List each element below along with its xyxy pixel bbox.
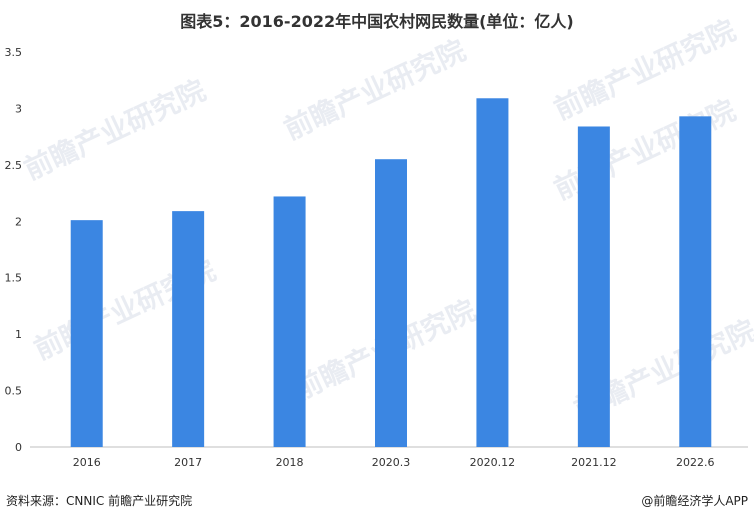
source-note: 资料来源：CNNIC 前瞻产业研究院 <box>6 494 193 508</box>
y-tick-label: 0 <box>15 441 22 454</box>
bars <box>70 98 712 448</box>
y-tick-label: 3 <box>15 102 22 115</box>
y-tick-label: 0.5 <box>5 385 23 398</box>
y-tick-label: 2.5 <box>5 159 23 172</box>
y-axis-ticks: 0 0.5 1 1.5 2 2.5 3 3.5 <box>5 46 23 454</box>
y-tick-label: 1.5 <box>5 272 23 285</box>
chart-title: 图表5：2016-2022年中国农村网民数量(单位：亿人) <box>180 12 574 31</box>
watermark-text: 前瞻产业研究院 <box>279 34 471 147</box>
bar-2022.6 <box>679 116 712 447</box>
x-tick-label: 2020.12 <box>470 456 516 469</box>
bar-2020.3 <box>375 159 407 447</box>
bar-2018 <box>273 196 306 447</box>
bar-2021.12 <box>577 126 610 447</box>
watermark-text: 前瞻产业研究院 <box>19 74 211 187</box>
x-tick-label: 2016 <box>73 456 101 469</box>
x-tick-label: 2018 <box>276 456 304 469</box>
credit-note: @前瞻经济学人APP <box>641 494 748 508</box>
x-tick-label: 2017 <box>174 456 202 469</box>
x-axis-ticks: 2016 2017 2018 2020.3 2020.12 2021.12 2022.6 <box>73 456 715 469</box>
y-tick-label: 2 <box>15 215 22 228</box>
bar-2016 <box>70 220 103 447</box>
bar-2017 <box>172 211 205 447</box>
bar-2020.12 <box>476 98 509 448</box>
x-tick-label: 2022.6 <box>676 456 715 469</box>
y-tick-label: 3.5 <box>5 46 23 59</box>
x-tick-label: 2020.3 <box>372 456 411 469</box>
x-tick-label: 2021.12 <box>571 456 617 469</box>
y-tick-label: 1 <box>15 328 22 341</box>
